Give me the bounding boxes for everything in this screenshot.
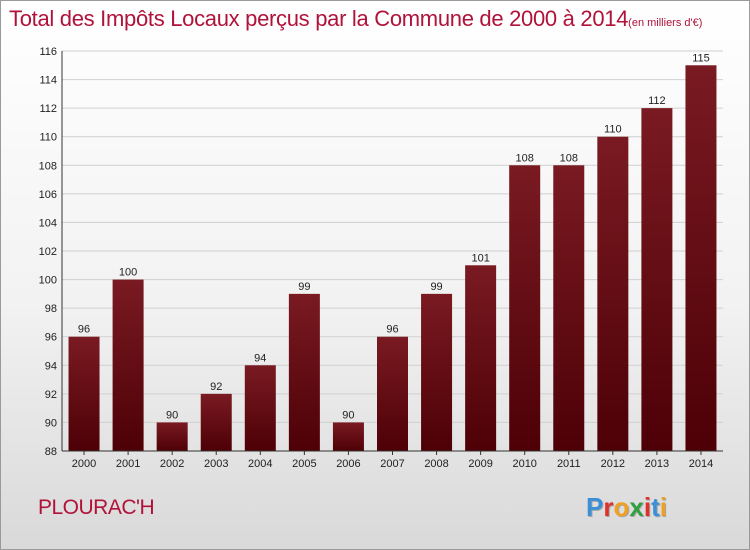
logo-letter: P [586,492,604,522]
x-tick-label: 2008 [424,458,448,470]
bar-value-label: 100 [119,267,137,279]
bar-2004 [244,365,276,451]
x-tick-label: 2006 [336,458,360,470]
y-tick-label: 106 [39,189,57,201]
bar-2010 [509,165,541,452]
bar-value-label: 115 [692,52,710,64]
x-tick-label: 2007 [380,458,404,470]
y-tick-label: 88 [45,446,57,458]
bar-value-label: 108 [560,152,578,164]
x-tick-label: 2000 [72,458,96,470]
x-tick-label: 2005 [292,458,316,470]
bar-value-label: 96 [386,324,398,336]
x-tick-label: 2013 [645,458,669,470]
bar-value-label: 112 [648,95,666,107]
x-tick-label: 2002 [160,458,184,470]
y-tick-label: 102 [39,246,57,258]
bar-2000 [68,336,100,451]
y-tick-label: 110 [39,132,57,144]
logo-letter: r [603,492,614,522]
y-tick-label: 108 [39,160,57,172]
bar-value-label: 92 [210,381,222,393]
y-tick-label: 90 [45,417,57,429]
bar-2003 [200,393,232,451]
commune-name: PLOURAC'H [38,496,155,519]
bar-2007 [377,336,408,451]
bar-value-label: 90 [166,409,178,421]
bar-2013 [641,108,673,452]
axes: 88 90 92 94 96 98 100 102 104 106 108 110 112 114 116 2… [39,46,723,470]
chart-title: Total des Impôts Locaux perçus par la Co… [9,6,702,32]
y-tick-label: 98 [45,303,57,315]
y-tick-label: 112 [39,103,57,115]
logo-letter: i [643,492,652,522]
bar-2002 [156,422,188,451]
x-tick-label: 2009 [468,458,492,470]
x-tick-label: 2012 [601,458,625,470]
y-tick-label: 116 [39,46,57,58]
x-tick-label: 2003 [204,458,228,470]
chart-unit-label: (en milliers d'€) [628,17,703,29]
bar-2014 [685,65,717,452]
bar-2008 [421,293,453,451]
x-tick-label: 2004 [248,458,272,470]
bar-value-label: 99 [430,281,442,293]
y-tick-label: 114 [39,75,57,87]
y-tick-label: 94 [45,360,57,372]
bar-2005 [288,293,320,451]
y-tick-label: 104 [39,217,57,229]
x-tick-label: 2011 [557,458,581,470]
logo-letter: o [613,492,630,522]
bars: 96 100 90 92 94 99 90 96 99 101 108 108 110 112 115 [68,52,717,452]
logo-letter: x [629,492,644,522]
y-tick-label: 92 [45,389,57,401]
bar-value-label: 96 [78,324,90,336]
bar-value-label: 108 [516,152,534,164]
bar-2001 [112,279,144,451]
bar-value-label: 110 [604,124,622,136]
bar-value-label: 90 [342,409,354,421]
proxiti-logo: Proxiti [586,492,667,523]
x-tick-label: 2010 [512,458,536,470]
y-tick-label: 100 [39,275,57,287]
y-tick-label: 96 [45,332,57,344]
x-tick-label: 2001 [116,458,140,470]
chart-title-main: Total des Impôts Locaux perçus par la Co… [9,6,629,31]
bar-value-label: 94 [254,352,266,364]
bar-value-label: 101 [471,252,489,264]
logo-letter: t [651,492,660,522]
bar-value-label: 99 [298,281,310,293]
bar-2011 [553,165,585,452]
bar-2012 [597,136,629,451]
x-tick-label: 2014 [689,458,713,470]
logo-letter: i [659,492,667,522]
bar-2009 [465,265,497,451]
bar-2006 [332,422,364,451]
